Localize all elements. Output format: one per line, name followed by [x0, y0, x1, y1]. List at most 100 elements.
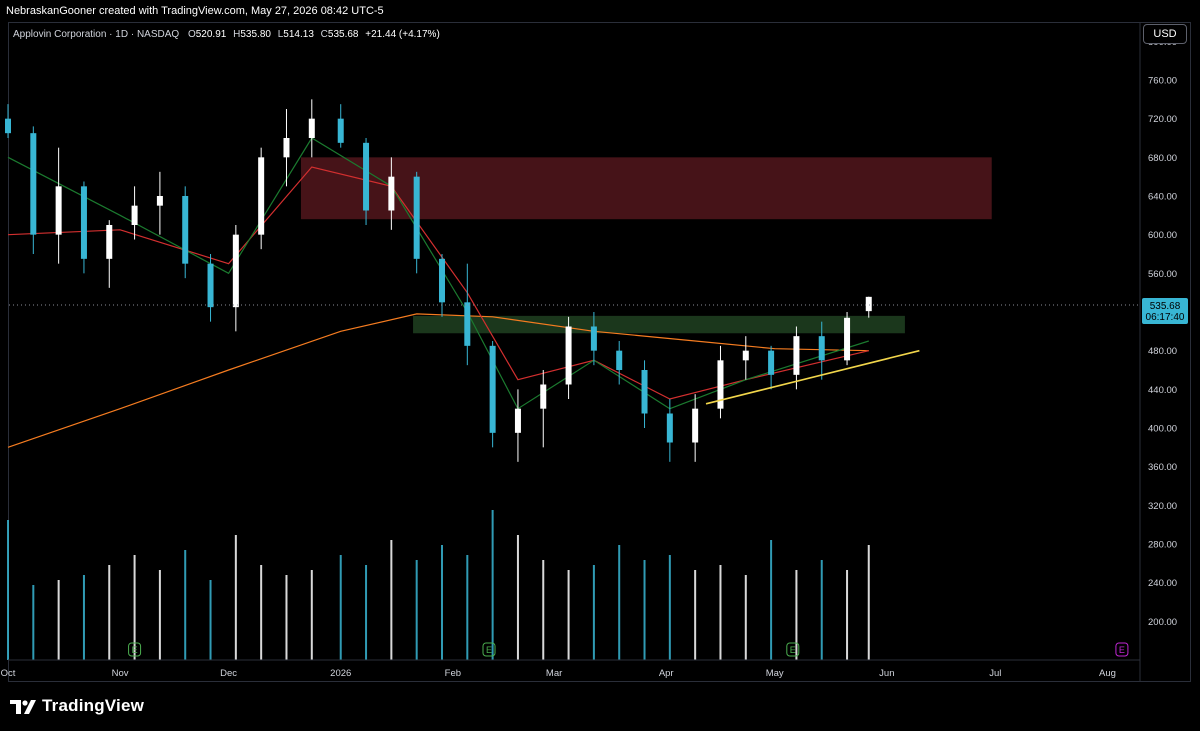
- price-tick-label: 320.00: [1148, 501, 1177, 512]
- candle-body: [793, 336, 800, 375]
- volume-bar: [567, 570, 570, 660]
- legend-h-value: 535.80: [240, 29, 271, 40]
- volume-bar: [133, 555, 136, 660]
- trendline-layer: [705, 349, 920, 405]
- candle-body: [182, 196, 189, 264]
- price-tag-bg: [1142, 298, 1188, 324]
- legend-l-label: L: [278, 29, 284, 40]
- volume-bar: [542, 560, 545, 660]
- candle-body: [514, 408, 521, 433]
- candle-layer: [5, 99, 872, 462]
- candle-body: [337, 118, 344, 143]
- time-axis[interactable]: Oct Nov Dec 2026 Feb Mar Apr May Jun Jul Aug: [1, 668, 1116, 679]
- volume-bar: [310, 570, 313, 660]
- volume-bar: [260, 565, 263, 660]
- candle-body: [283, 138, 290, 158]
- volume-bar: [719, 565, 722, 660]
- earnings-marker: [786, 642, 800, 657]
- volume-bar: [339, 555, 342, 660]
- volume-bar: [7, 520, 9, 660]
- price-tick-label: 600.00: [1148, 230, 1177, 241]
- volume-bar: [82, 575, 85, 660]
- volume-bar: [867, 545, 870, 660]
- volume-bar: [32, 585, 35, 660]
- price-axis[interactable]: 200.00 240.00 280.00 320.00 360.00 400.00 440.…: [1148, 37, 1177, 628]
- time-tick-label: Feb: [445, 668, 461, 679]
- candle-body: [844, 317, 851, 361]
- time-tick-label: Mar: [546, 668, 562, 679]
- chart-frame[interactable]: [8, 22, 1191, 682]
- price-tick-label: 640.00: [1148, 192, 1177, 203]
- volume-bar: [209, 580, 212, 660]
- volume-bar: [440, 545, 443, 660]
- volume-bar: [744, 575, 747, 660]
- time-tick-label: Jul: [989, 668, 1001, 679]
- ohlc-legend: Applovin Corporation · 1D · NASDAQ O520.…: [13, 29, 440, 40]
- candle-body: [55, 186, 62, 235]
- volume-bar: [108, 565, 111, 660]
- candle-body: [768, 350, 775, 375]
- price-tick-label: 680.00: [1148, 153, 1177, 164]
- candle-body: [438, 258, 445, 303]
- tradingview-logo[interactable]: TradingView: [10, 696, 144, 716]
- attribution-text: NebraskanGooner created with TradingView…: [6, 5, 384, 17]
- candle-body: [540, 384, 547, 409]
- legend-l-value: 514.13: [283, 29, 314, 40]
- candle-body: [80, 186, 87, 259]
- candle-body: [464, 302, 471, 346]
- time-tick-label: Oct: [1, 668, 16, 679]
- price-tick-label: 400.00: [1148, 424, 1177, 435]
- support-zone: [413, 315, 905, 334]
- candle-body: [616, 350, 623, 370]
- candle-body: [742, 350, 749, 361]
- volume-bar: [415, 560, 418, 660]
- legend-c-label: C: [321, 29, 328, 40]
- candle-body: [717, 360, 724, 409]
- candle-body: [692, 408, 699, 443]
- legend-symbol: Applovin Corporation · 1D · NASDAQ: [13, 29, 179, 40]
- candle-body: [590, 326, 597, 351]
- candle-body: [30, 133, 37, 235]
- candle-body: [308, 118, 315, 138]
- sma-long-line: [7, 313, 869, 448]
- legend-change: +21.44 (+4.17%): [365, 29, 440, 40]
- volume-bar: [516, 535, 519, 660]
- candle-body: [363, 142, 370, 211]
- volume-bar: [820, 560, 823, 660]
- price-tick-label: 480.00: [1148, 346, 1177, 357]
- price-tick-label: 280.00: [1148, 540, 1177, 551]
- volume-bar: [795, 570, 798, 660]
- volume-bar: [390, 540, 393, 660]
- volume-bar: [184, 550, 187, 660]
- tradingview-logo-icon: [10, 700, 36, 714]
- price-tag-value: 535.68: [1150, 301, 1181, 312]
- volume-bar: [57, 580, 60, 660]
- volume-bar: [694, 570, 697, 660]
- price-tick-label: 760.00: [1148, 76, 1177, 87]
- currency-button[interactable]: USD: [1143, 24, 1187, 44]
- volume-bar: [846, 570, 849, 660]
- candle-body: [865, 296, 872, 312]
- candle-body: [489, 345, 496, 433]
- earnings-marker: [482, 642, 496, 657]
- time-tick-label: Jun: [879, 668, 894, 679]
- resistance-zone: [300, 157, 992, 220]
- candle-body: [5, 118, 11, 134]
- earnings-marker-glyph: E: [790, 645, 796, 655]
- earnings-marker-glyph: E: [486, 645, 492, 655]
- trendline: [705, 349, 920, 405]
- volume-bar: [234, 535, 237, 660]
- candle-body: [565, 326, 572, 385]
- price-tick-label: 560.00: [1148, 269, 1177, 280]
- candle-body: [666, 413, 673, 443]
- time-tick-label: Nov: [112, 668, 129, 679]
- earnings-marker: [128, 642, 142, 657]
- volume-bar: [668, 555, 671, 660]
- volume-bar: [592, 565, 595, 660]
- volume-bar: [770, 540, 773, 660]
- volume-bar: [466, 555, 469, 660]
- volume-layer: [7, 510, 870, 660]
- candle-body: [232, 234, 239, 308]
